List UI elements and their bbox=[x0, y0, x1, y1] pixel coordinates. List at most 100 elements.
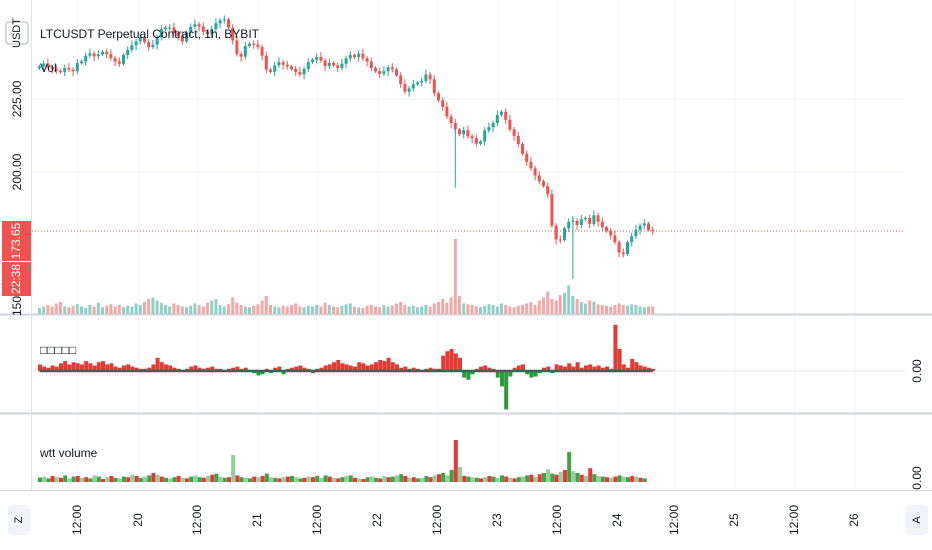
time-axis-label: 20 bbox=[131, 513, 145, 527]
volume-bar bbox=[571, 296, 575, 314]
candle-body bbox=[500, 111, 503, 115]
candle-body bbox=[159, 29, 163, 38]
pane2-bar bbox=[487, 367, 492, 371]
pane3-bar bbox=[563, 470, 567, 482]
pane2-bar bbox=[596, 365, 601, 371]
candle-body bbox=[495, 114, 499, 124]
pane3-bar bbox=[38, 477, 42, 482]
candle-body bbox=[67, 67, 71, 70]
volume-bar bbox=[298, 306, 302, 314]
time-axis[interactable]: 12:00 20 12:00 21 12:00 22 12:00 23 12:00 24 12:00… bbox=[70, 505, 861, 535]
volume-bar bbox=[483, 305, 487, 314]
candle-body bbox=[466, 130, 470, 137]
candle-body bbox=[357, 53, 361, 58]
pane3-title[interactable]: wtt volume bbox=[39, 446, 98, 460]
pane3-bar bbox=[546, 469, 551, 482]
candle-body bbox=[315, 56, 319, 60]
symbol-title[interactable]: LTCUSDT Perpetual Contract, 1h, BYBIT bbox=[40, 27, 260, 41]
indicator-pane-2[interactable] bbox=[32, 324, 905, 410]
pane2-bar bbox=[470, 371, 475, 375]
candle-body bbox=[529, 161, 533, 169]
pane3-bar bbox=[105, 477, 110, 482]
pane3-bar bbox=[626, 477, 630, 482]
pane3-bar bbox=[529, 474, 534, 482]
candle-body bbox=[491, 123, 495, 128]
price-pane[interactable] bbox=[32, 15, 905, 314]
volume-bar bbox=[193, 303, 197, 314]
candle-body bbox=[38, 66, 41, 69]
pane2-bar bbox=[403, 366, 408, 371]
pane2-bar bbox=[302, 367, 307, 371]
pane2-bar bbox=[75, 363, 80, 371]
currency-button[interactable] bbox=[5, 21, 29, 45]
candle-body bbox=[71, 69, 75, 72]
candle-body bbox=[105, 51, 109, 55]
pane2-bar bbox=[584, 365, 588, 371]
pane3-bar bbox=[332, 477, 336, 482]
volume-bar bbox=[88, 305, 92, 314]
currency-button-label: USDT bbox=[11, 18, 23, 48]
pane2-bar bbox=[369, 364, 374, 371]
volume-bar bbox=[264, 296, 268, 314]
pane2-bar bbox=[428, 367, 433, 371]
volume-bar bbox=[504, 305, 508, 314]
indicator-pane-3[interactable] bbox=[38, 440, 647, 482]
pane3-bar bbox=[155, 474, 160, 482]
pane3-bar bbox=[508, 477, 513, 482]
candle-body bbox=[642, 223, 646, 226]
volume-bar bbox=[369, 305, 373, 314]
pane2-bar bbox=[260, 371, 265, 375]
pane3-bar bbox=[252, 476, 257, 482]
pane2-bar bbox=[243, 367, 248, 371]
volume-bar bbox=[546, 291, 550, 314]
pane3-bar bbox=[567, 452, 572, 482]
pane3-bar bbox=[138, 477, 143, 482]
volume-bar bbox=[256, 304, 260, 314]
pane2-bar bbox=[621, 364, 626, 371]
candle-body bbox=[525, 153, 529, 162]
bar-countdown: 22:38 bbox=[9, 264, 23, 294]
candle-body bbox=[474, 138, 478, 144]
price-tick-label: 200.00 bbox=[10, 153, 24, 190]
pane3-bar bbox=[122, 476, 126, 482]
pane2-title[interactable]: □□□□□ bbox=[40, 343, 76, 357]
candle-body bbox=[227, 19, 230, 28]
candle-body bbox=[609, 231, 613, 236]
candle-body bbox=[537, 175, 541, 182]
candle-body bbox=[201, 26, 205, 32]
pane2-bar bbox=[147, 367, 152, 371]
volume-bar bbox=[588, 300, 592, 314]
zoom-left-button[interactable] bbox=[8, 505, 30, 535]
pane2-bar bbox=[327, 364, 332, 371]
auto-scale-label: A bbox=[911, 516, 923, 524]
volume-indicator-label[interactable]: Vol bbox=[40, 61, 57, 75]
volume-bar bbox=[542, 297, 545, 314]
volume-bar bbox=[42, 306, 46, 314]
candle-body bbox=[504, 111, 508, 120]
pane3-bar bbox=[206, 476, 210, 482]
pane2-bar bbox=[134, 367, 139, 371]
volume-bar bbox=[214, 299, 218, 314]
volume-bar bbox=[437, 302, 440, 314]
price-tick-label: 150 bbox=[10, 296, 24, 316]
pane2-bar bbox=[588, 364, 593, 371]
volume-bar bbox=[218, 305, 222, 314]
pane3-bar bbox=[516, 477, 521, 482]
candle-body bbox=[613, 235, 617, 243]
pane3-bar bbox=[294, 477, 299, 482]
candle-body bbox=[605, 227, 608, 232]
volume-bar bbox=[365, 305, 369, 314]
volume-bar bbox=[122, 307, 125, 314]
candle-body bbox=[143, 37, 146, 43]
auto-scale-button[interactable] bbox=[906, 505, 928, 535]
pane3-bar bbox=[403, 476, 408, 482]
candle-body bbox=[550, 194, 554, 226]
volume-bar bbox=[651, 306, 655, 314]
pane2-bar bbox=[546, 366, 551, 371]
candle-body bbox=[269, 69, 272, 72]
pane3-bar bbox=[164, 477, 168, 482]
volume-bar bbox=[67, 307, 71, 314]
volume-bar bbox=[101, 307, 104, 314]
volume-bar bbox=[294, 303, 298, 314]
